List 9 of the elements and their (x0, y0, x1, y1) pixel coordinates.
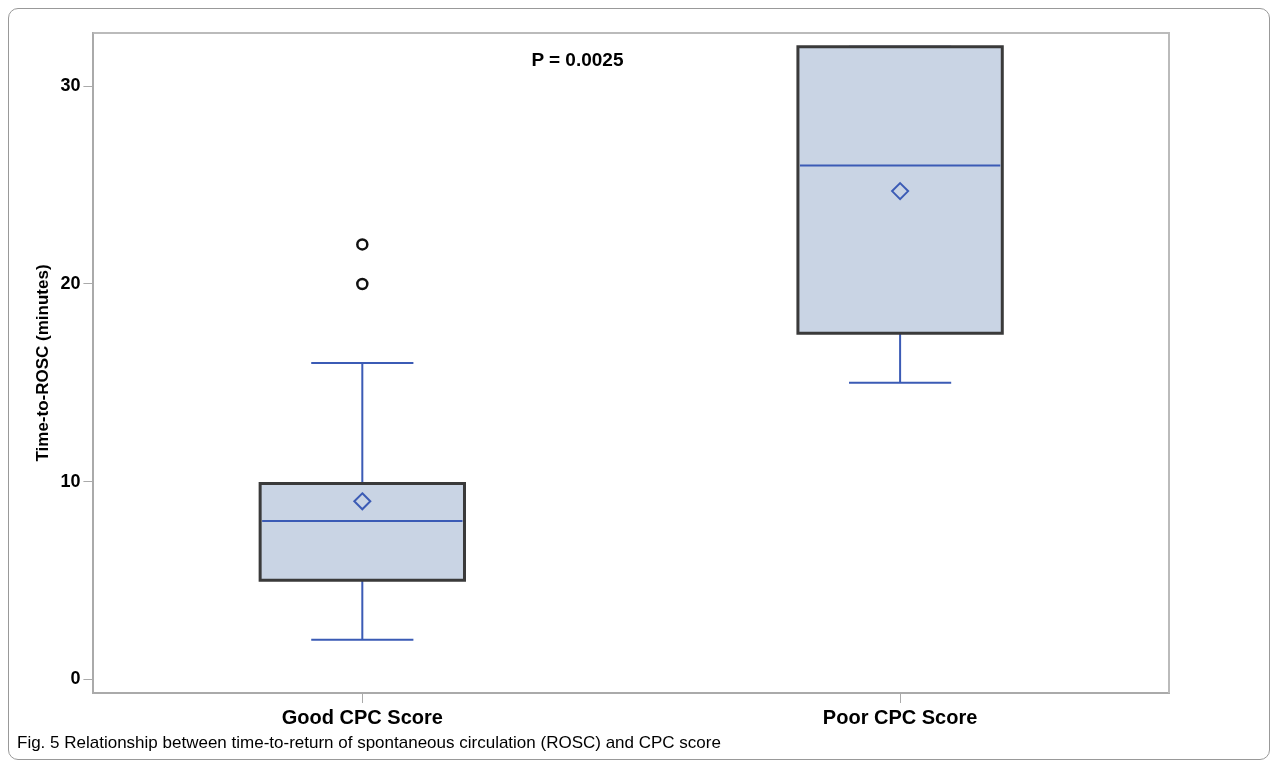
x-tick-label: Good CPC Score (281, 705, 443, 728)
y-tick-label: 0 (70, 668, 81, 689)
annotation: P = 0.0025 (531, 49, 624, 71)
x-tick-label: Poor CPC Score (822, 705, 978, 728)
y-tick-label: 30 (60, 75, 81, 96)
y-tick-label: 20 (60, 272, 81, 293)
y-axis-title: Time-to-ROSC (minutes) (32, 264, 52, 462)
caption: Fig. 5 Relationship between time-to-return of spontaneous circulation (ROSC) and CPC score (16, 733, 722, 753)
y-tick-label: 10 (60, 470, 81, 491)
